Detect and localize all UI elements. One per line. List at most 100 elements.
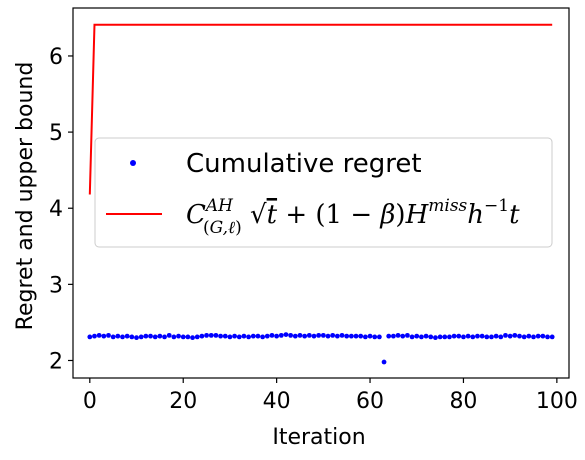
data-point [381,359,387,365]
data-point [437,334,443,340]
data-point [120,334,125,340]
data-point [545,334,550,340]
data-point [190,335,195,341]
data-point [101,333,107,339]
data-point [115,333,121,339]
data-point [311,333,317,339]
data-point [246,334,252,340]
data-point [376,334,382,340]
data-point [540,333,546,339]
x-axis-label: Iteration [272,425,365,450]
data-point [288,332,294,338]
data-point [521,334,527,340]
data-point [531,334,536,340]
data-point [218,333,223,339]
data-point [278,332,284,338]
y-axis-label: Regret and upper bound [13,62,38,331]
data-point [236,334,242,340]
data-point [283,332,289,337]
data-point [176,333,181,339]
data-point [414,333,420,339]
data-point [390,333,396,339]
data-point [386,333,392,339]
legend-box [94,137,553,248]
plot-area [87,23,555,365]
x-tick-label: 0 [83,389,97,414]
data-point [535,333,541,339]
data-point [358,333,364,339]
data-point [320,332,326,338]
data-point [451,333,457,339]
data-point [367,333,373,339]
data-point [106,332,111,338]
data-point [87,334,93,340]
data-point [353,333,359,339]
legend-label-regret: Cumulative regret [186,149,422,179]
data-point [423,333,429,339]
data-point [409,334,415,340]
data-point [433,335,438,341]
y-axis-label-wrap: Regret and upper bound [13,62,38,331]
data-point [157,333,163,339]
data-point [512,332,518,338]
x-tick-label: 80 [449,389,477,414]
y-tick-label: 6 [49,45,63,70]
data-point [166,332,172,338]
data-point [428,334,434,340]
data-point [526,333,532,339]
data-point [498,334,504,340]
data-point [138,334,144,340]
data-point [316,332,322,338]
data-point [260,334,266,340]
data-point [325,333,331,339]
data-point [241,333,247,339]
x-tick-label: 100 [536,389,578,414]
data-point [489,334,494,340]
data-point [470,334,476,340]
y-tick-label: 5 [49,121,63,146]
series-line-1 [88,23,553,195]
data-point [255,333,261,339]
data-point [306,332,312,338]
data-point [442,334,448,340]
data-point [302,333,308,339]
x-tick-label: 40 [263,389,291,414]
data-point [96,332,102,338]
data-point [405,332,410,338]
data-point [92,333,97,339]
data-point [517,333,522,339]
data-point [213,332,219,338]
data-point [549,334,555,340]
data-point [185,334,191,340]
legend: Cumulative regret CAH (G,ℓ) √t + (1 − β)H… [94,137,553,248]
data-point [344,333,350,339]
data-point [456,333,462,339]
data-point [475,333,480,339]
data-point [199,333,205,339]
data-point [372,334,378,340]
data-point [204,332,209,338]
data-point [334,333,340,339]
y-tick-label: 2 [49,349,63,374]
legend-marker-regret [130,160,136,166]
data-point [222,333,228,339]
data-point [507,333,513,339]
data-point [297,332,303,338]
data-point [274,333,280,339]
data-point [479,333,485,339]
data-point [143,333,149,339]
data-point [194,334,200,340]
data-point [180,334,186,340]
data-point [400,333,406,339]
data-point [395,332,401,338]
data-point [419,334,424,340]
data-point [148,333,153,339]
data-point [232,333,238,339]
y-tick-label: 3 [49,273,63,298]
x-tick-label: 20 [169,389,197,414]
data-point [348,333,354,339]
data-point [339,332,345,338]
y-ticks: 2 3 4 5 6 [49,45,73,374]
data-point [264,333,270,339]
